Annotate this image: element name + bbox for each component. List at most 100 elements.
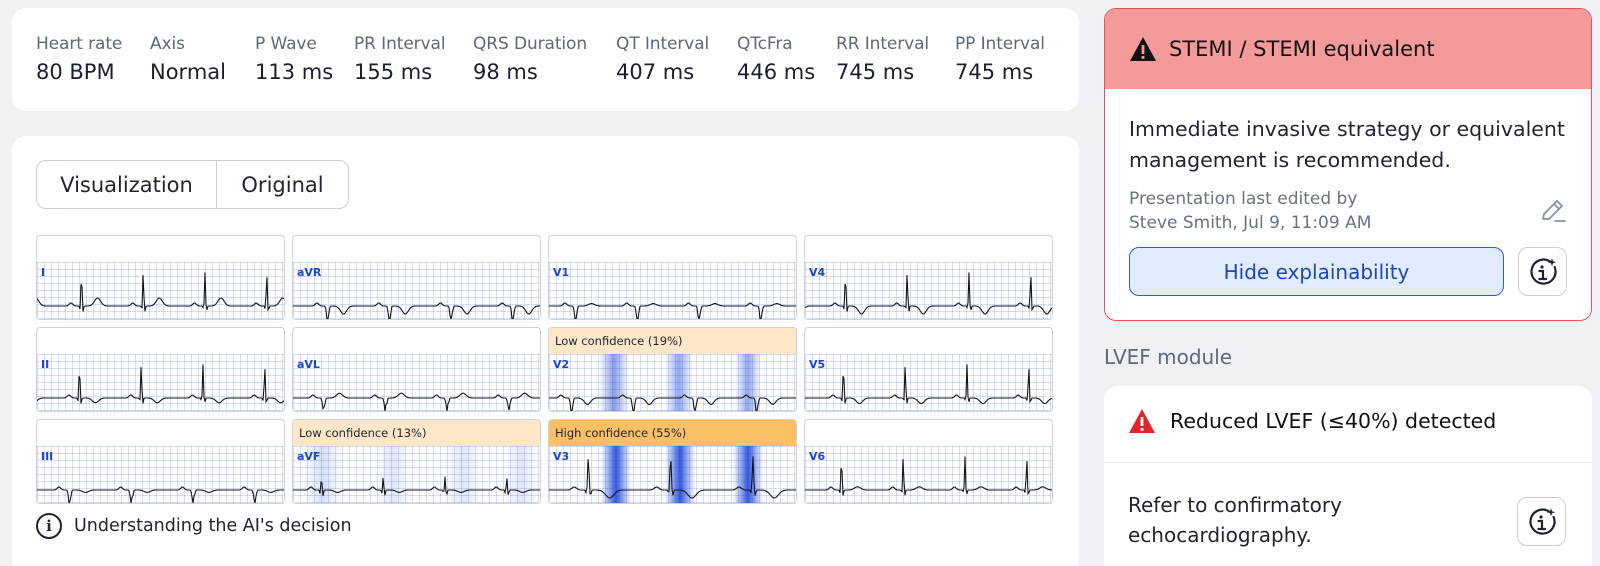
stemi-alert-header: STEMI / STEMI equivalent	[1105, 9, 1591, 89]
stemi-title: STEMI / STEMI equivalent	[1169, 37, 1435, 61]
ecg-lead-V5[interactable]: V5	[804, 327, 1053, 412]
lvef-alert-row: Reduced LVEF (≤40%) detected	[1128, 408, 1496, 434]
edit-pencil-icon[interactable]	[1539, 197, 1567, 225]
metric-label: Heart rate	[36, 34, 123, 54]
ecg-lead-aVR[interactable]: aVR	[292, 235, 541, 320]
ecg-grid	[37, 446, 284, 503]
ecg-waveform	[37, 272, 284, 312]
ecg-grid	[293, 262, 540, 319]
info-icon: i	[36, 513, 62, 539]
metric-value: 745 ms	[836, 60, 915, 84]
lead-label: III	[41, 450, 54, 463]
last-edited-info: Presentation last edited by Steve Smith,…	[1129, 187, 1371, 235]
ecg-trace	[293, 302, 540, 319]
ecg-trace	[805, 364, 1052, 405]
metric-label: PR Interval	[354, 34, 446, 54]
metric-label: PP Interval	[955, 34, 1045, 54]
ecg-lead-II[interactable]: II	[36, 327, 285, 412]
metric-value: 155 ms	[354, 60, 433, 84]
confidence-badge: High confidence (55%)	[549, 420, 796, 446]
lead-label: V3	[553, 450, 570, 463]
ecg-trace	[37, 486, 284, 503]
confidence-badge: Low confidence (19%)	[549, 328, 796, 354]
metric-label: QRS Duration	[473, 34, 588, 54]
lvef-note: Refer to confirmatory echocardiography.	[1128, 493, 1342, 547]
lvef-info-button[interactable]	[1517, 497, 1566, 546]
ecg-grid	[37, 262, 284, 319]
confidence-badge: Low confidence (13%)	[293, 420, 540, 446]
stemi-recommendation: Immediate invasive strategy or equivalen…	[1129, 117, 1565, 172]
ai-decision-link[interactable]: i Understanding the AI's decision	[36, 513, 352, 539]
explainability-info-button[interactable]	[1518, 247, 1567, 296]
ecg-lead-V6[interactable]: V6	[804, 419, 1053, 504]
ecg-grid	[805, 354, 1052, 411]
ai-info-icon	[1529, 257, 1557, 285]
attention-highlight	[601, 446, 631, 503]
metric-qtcfra: QTcFra 446 ms	[737, 34, 815, 84]
ecg-panel: Visualization Original I aVR V1 V4 II aV…	[12, 136, 1079, 566]
attention-highlight	[373, 446, 413, 503]
last-edited-user: Steve Smith, Jul 9, 11:09 AM	[1129, 213, 1372, 233]
ecg-grid	[805, 446, 1052, 503]
lead-label: II	[41, 358, 50, 371]
divider	[1104, 462, 1592, 463]
attention-highlight	[599, 354, 629, 411]
ecg-trace	[549, 456, 796, 499]
lead-label: V4	[809, 266, 826, 279]
ecg-trace	[549, 302, 796, 319]
view-toggle: Visualization Original	[36, 160, 349, 209]
ecg-waveform	[37, 364, 284, 404]
attention-highlight	[665, 354, 693, 411]
ecg-trace	[805, 272, 1052, 315]
metric-label: P Wave	[255, 34, 317, 54]
metric-label: Axis	[150, 34, 185, 54]
ecg-grid	[805, 262, 1052, 319]
ecg-waveform	[805, 272, 1052, 315]
lead-label: I	[41, 266, 46, 279]
warning-icon	[1129, 409, 1155, 433]
lead-label: V1	[553, 266, 570, 279]
ecg-grid	[293, 446, 540, 503]
ecg-lead-aVF[interactable]: Low confidence (13%) aVF	[292, 419, 541, 504]
ecg-trace	[37, 364, 284, 404]
stemi-alert-card: STEMI / STEMI equivalent Immediate invas…	[1104, 8, 1592, 321]
measurements-card: Heart rate 80 BPM Axis Normal P Wave 113…	[12, 8, 1079, 111]
ecg-waveform	[549, 456, 796, 499]
lead-label: V5	[809, 358, 826, 371]
last-edited-line: Presentation last edited by	[1129, 189, 1358, 209]
tab-visualization[interactable]: Visualization	[37, 161, 217, 208]
metric-value: 745 ms	[955, 60, 1034, 84]
ecg-lead-aVL[interactable]: aVL	[292, 327, 541, 412]
ecg-trace	[293, 392, 540, 411]
hide-explainability-button[interactable]: Hide explainability	[1129, 247, 1504, 296]
ecg-lead-I[interactable]: I	[36, 235, 285, 320]
lead-label: V2	[553, 358, 570, 371]
attention-highlight	[733, 446, 763, 503]
ecg-trace	[549, 394, 796, 411]
ecg-lead-V1[interactable]: V1	[548, 235, 797, 320]
metric-qrs-duration: QRS Duration 98 ms	[473, 34, 587, 84]
ecg-grid	[549, 262, 796, 319]
attention-highlight	[443, 446, 483, 503]
ecg-trace	[805, 456, 1052, 496]
metric-value: Normal	[150, 60, 226, 84]
ecg-waveform	[293, 302, 540, 319]
tab-original[interactable]: Original	[241, 172, 324, 197]
ecg-lead-V4[interactable]: V4	[804, 235, 1053, 320]
metric-p-wave: P Wave 113 ms	[255, 34, 333, 84]
lead-label: aVR	[297, 266, 322, 279]
metric-label: QT Interval	[616, 34, 710, 54]
ecg-lead-V2[interactable]: Low confidence (19%) V2	[548, 327, 797, 412]
metric-qt-interval: QT Interval 407 ms	[616, 34, 709, 84]
ecg-waveform	[37, 486, 284, 503]
ecg-lead-III[interactable]: III	[36, 419, 285, 504]
metric-label: QTcFra	[737, 34, 793, 54]
ecg-grid	[37, 354, 284, 411]
ecg-waveform	[805, 364, 1052, 405]
metric-heart-rate: Heart rate 80 BPM	[36, 34, 122, 84]
metric-axis: Axis Normal	[150, 34, 226, 84]
ecg-waveform	[549, 302, 796, 319]
metric-label: RR Interval	[836, 34, 930, 54]
ecg-lead-V3[interactable]: High confidence (55%) V3	[548, 419, 797, 504]
lead-label: aVF	[297, 450, 321, 463]
